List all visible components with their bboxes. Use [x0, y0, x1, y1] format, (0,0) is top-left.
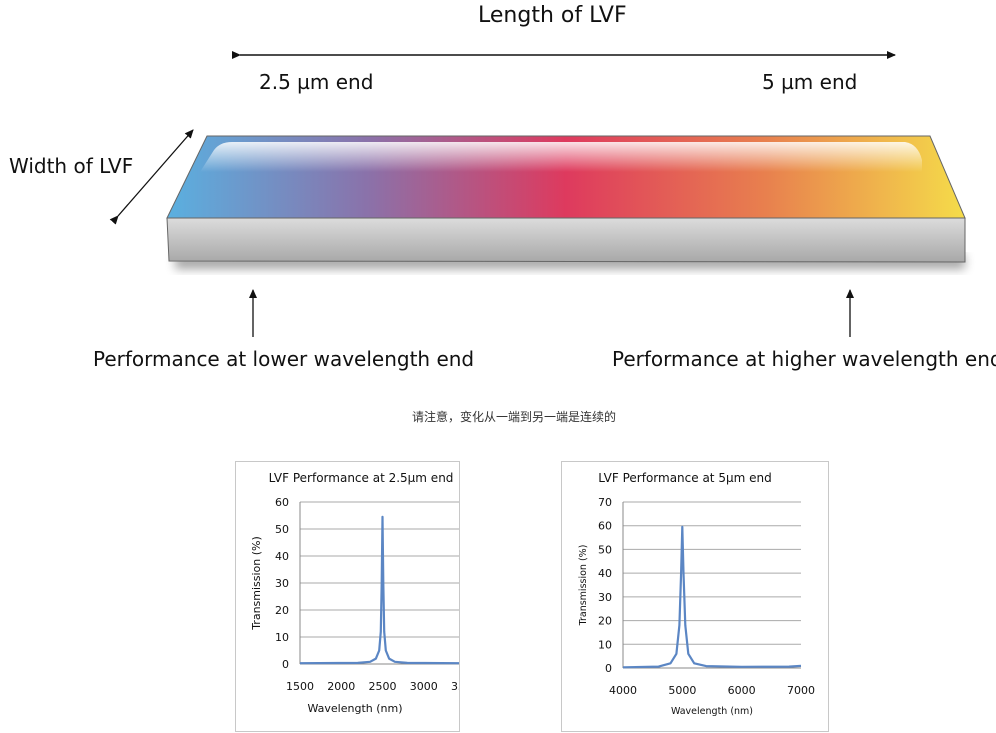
higher-performance-label: Performance at higher wavelength end — [612, 347, 996, 371]
y-tick-label: 60 — [598, 520, 612, 533]
x-tick-label: 2000 — [327, 680, 355, 693]
width-arrow — [109, 129, 194, 225]
y-tick-label: 40 — [598, 567, 612, 580]
chart-5um: LVF Performance at 5µm end 0 10 20 30 40 50 60 7… — [561, 461, 829, 732]
y-tick-label: 50 — [598, 543, 612, 556]
y-tick-label: 20 — [275, 604, 289, 617]
x-tick-label: 6000 — [728, 684, 756, 697]
x-tick-label: 1500 — [286, 680, 314, 693]
left-end-label: 2.5 µm end — [259, 70, 374, 94]
y-axis-label: Transmission (%) — [578, 545, 589, 627]
x-tick-label: 5000 — [668, 684, 696, 697]
y-tick-label: 20 — [598, 615, 612, 628]
length-label: Length of LVF — [478, 3, 627, 28]
x-axis-label: Wavelength (nm) — [671, 706, 753, 717]
chart-title: LVF Performance at 2.5µm end — [269, 471, 454, 485]
x-tick-label: 3500 — [451, 680, 459, 693]
x-tick-label: 4000 — [609, 684, 637, 697]
continuity-note: 请注意，变化从一端到另一端是连续的 — [412, 410, 617, 424]
y-tick-label: 0 — [605, 662, 612, 675]
slab-illustration — [109, 51, 966, 337]
slab-side — [166, 217, 966, 263]
x-axis-label: Wavelength (nm) — [307, 702, 402, 715]
x-tick-label: 3000 — [410, 680, 438, 693]
y-tick-label: 60 — [275, 496, 289, 509]
lower-performance-label: Performance at lower wavelength end — [93, 347, 475, 371]
right-end-label: 5 µm end — [762, 70, 858, 94]
y-tick-label: 0 — [282, 658, 289, 671]
slab-gloss — [200, 142, 922, 172]
y-tick-label: 10 — [598, 638, 612, 651]
y-tick-label: 10 — [275, 631, 289, 644]
y-tick-label: 50 — [275, 523, 289, 536]
y-tick-label: 30 — [275, 577, 289, 590]
x-tick-label: 2500 — [369, 680, 397, 693]
transmission-line — [622, 525, 802, 669]
y-tick-label: 30 — [598, 591, 612, 604]
y-tick-label: 70 — [598, 496, 612, 509]
y-axis-label: Transmission (%) — [250, 536, 263, 631]
chart-2-5um: LVF Performance at 2.5µm end 0 10 20 30 40 50 6… — [235, 461, 479, 732]
chart-title: LVF Performance at 5µm end — [598, 471, 771, 485]
transmission-line — [299, 515, 466, 665]
x-tick-label: 7000 — [787, 684, 815, 697]
width-label: Width of LVF — [9, 154, 134, 178]
y-tick-label: 40 — [275, 550, 289, 563]
